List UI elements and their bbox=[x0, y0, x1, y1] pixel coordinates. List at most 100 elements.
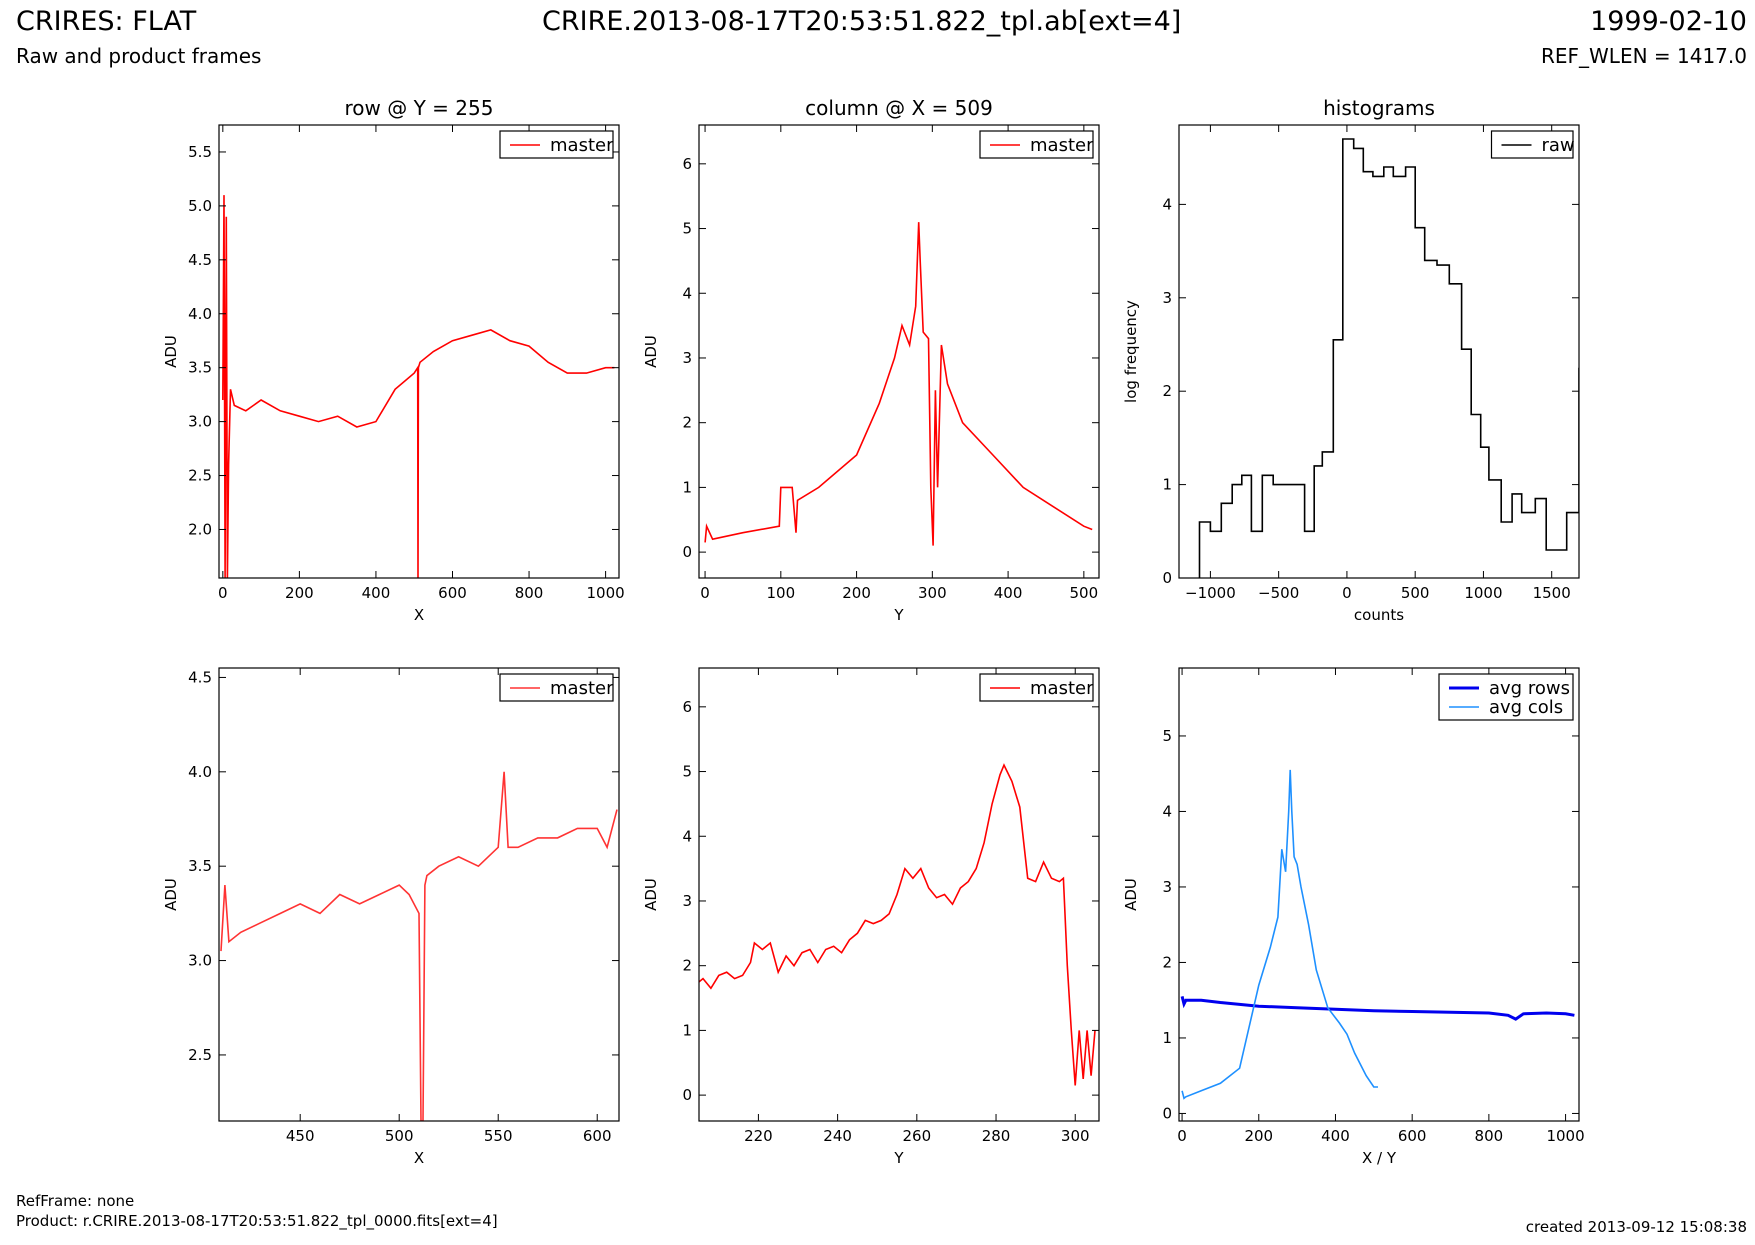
x-tick-label: 500 bbox=[385, 1127, 414, 1145]
y-tick-label: 3 bbox=[1162, 878, 1172, 896]
x-tick-label: 280 bbox=[982, 1127, 1011, 1145]
x-tick-label: 240 bbox=[823, 1127, 852, 1145]
y-tick-label: 3.0 bbox=[188, 952, 212, 970]
product-label: Product: r.CRIRE.2013-08-17T20:53:51.822… bbox=[16, 1212, 498, 1230]
series-line-avg-cols bbox=[1181, 769, 1378, 1100]
y-tick-label: 2 bbox=[1162, 953, 1172, 971]
legend-label: master bbox=[550, 135, 614, 156]
x-tick-label: 1500 bbox=[1533, 584, 1571, 602]
x-axis-label: X bbox=[414, 606, 424, 624]
x-tick-label: 600 bbox=[583, 1127, 612, 1145]
y-tick-label: 2 bbox=[682, 957, 692, 975]
y-tick-label: 4.5 bbox=[188, 251, 212, 269]
series-line-raw bbox=[1198, 138, 1579, 578]
chart-title: column @ X = 509 bbox=[805, 96, 993, 120]
y-tick-label: 2.5 bbox=[188, 467, 212, 485]
plot-frame bbox=[698, 124, 1100, 579]
y-tick-label: 4.0 bbox=[188, 305, 212, 323]
y-axis-label: ADU bbox=[642, 878, 660, 911]
x-tick-label: 220 bbox=[744, 1127, 773, 1145]
legend: master bbox=[499, 673, 614, 702]
legend-label: avg rows bbox=[1489, 678, 1570, 699]
y-axis-label: ADU bbox=[642, 335, 660, 368]
x-tick-label: 400 bbox=[994, 584, 1023, 602]
x-tick-label: 200 bbox=[285, 584, 314, 602]
chart-panel-3: −1000 −500 0 500 1000 1500 0 1 2 3 4 histograms coun… bbox=[1122, 96, 1580, 624]
plot-frame bbox=[698, 667, 1100, 1122]
y-tick-label: 2.5 bbox=[188, 1046, 212, 1064]
y-tick-label: 4 bbox=[1162, 195, 1172, 213]
legend: raw bbox=[1490, 130, 1575, 159]
x-tick-label: 800 bbox=[1475, 1127, 1504, 1145]
y-tick-label: 2 bbox=[682, 414, 692, 432]
y-tick-label: 2.0 bbox=[188, 520, 212, 538]
y-tick-label: 4.5 bbox=[188, 668, 212, 686]
series-line-master bbox=[704, 222, 1093, 546]
plot-frame bbox=[1178, 667, 1580, 1122]
x-axis-label: Y bbox=[893, 1149, 904, 1167]
plot-frame bbox=[218, 667, 620, 1122]
x-tick-label: 1000 bbox=[1464, 584, 1502, 602]
y-tick-label: 0 bbox=[682, 1086, 692, 1104]
y-tick-label: 4.0 bbox=[188, 763, 212, 781]
chart-panel-4: 450 500 550 600 2.5 3.0 3.5 4.0 4.5 X ADU master bbox=[162, 667, 620, 1167]
date-title: 1999-02-10 bbox=[1590, 6, 1747, 37]
chart-title: row @ Y = 255 bbox=[345, 96, 494, 120]
legend-label: master bbox=[550, 678, 614, 699]
y-tick-label: 1 bbox=[1162, 1029, 1172, 1047]
y-tick-label: 5 bbox=[682, 220, 692, 238]
series-line-master bbox=[699, 763, 1096, 1086]
x-tick-label: 0 bbox=[700, 584, 710, 602]
plot-frame bbox=[1178, 124, 1580, 579]
x-tick-label: 400 bbox=[1321, 1127, 1350, 1145]
legend-label: master bbox=[1030, 135, 1094, 156]
x-tick-label: 0 bbox=[1177, 1127, 1187, 1145]
legend-label: raw bbox=[1542, 135, 1575, 156]
file-title: CRIRE.2013-08-17T20:53:51.822_tpl.ab[ext… bbox=[542, 6, 1182, 37]
y-axis-label: log frequency bbox=[1122, 300, 1140, 403]
y-tick-label: 5 bbox=[1162, 727, 1172, 745]
legend: master bbox=[979, 673, 1094, 702]
y-tick-label: 3 bbox=[682, 349, 692, 367]
page-title: CRIRES: FLAT bbox=[16, 6, 197, 37]
x-tick-label: −500 bbox=[1258, 584, 1299, 602]
x-tick-label: 200 bbox=[1244, 1127, 1273, 1145]
legend: master bbox=[499, 130, 614, 159]
y-tick-label: 3.0 bbox=[188, 413, 212, 431]
x-tick-label: 1000 bbox=[587, 584, 625, 602]
legend-box bbox=[1438, 673, 1574, 721]
created-timestamp: created 2013-09-12 15:08:38 bbox=[1525, 1218, 1747, 1236]
y-tick-label: 4 bbox=[682, 827, 692, 845]
refframe-label: RefFrame: none bbox=[16, 1192, 135, 1210]
x-tick-label: 300 bbox=[1061, 1127, 1090, 1145]
x-tick-label: 200 bbox=[842, 584, 871, 602]
y-axis-label: ADU bbox=[1122, 878, 1140, 911]
x-tick-label: 0 bbox=[1342, 584, 1352, 602]
chart-panel-5: 220 240 260 280 300 0 1 2 3 4 5 6 Y ADU master bbox=[642, 667, 1100, 1167]
x-axis-label: Y bbox=[893, 606, 904, 624]
y-axis-label: ADU bbox=[162, 335, 180, 368]
x-tick-label: 800 bbox=[515, 584, 544, 602]
y-tick-label: 4 bbox=[682, 284, 692, 302]
y-tick-label: 3.5 bbox=[188, 857, 212, 875]
x-tick-label: 600 bbox=[1398, 1127, 1427, 1145]
y-axis-label: ADU bbox=[162, 878, 180, 911]
y-tick-label: 0 bbox=[1162, 569, 1172, 587]
legend: master bbox=[979, 130, 1094, 159]
series-line-master bbox=[220, 771, 618, 1121]
page-subtitle: Raw and product frames bbox=[16, 44, 262, 68]
y-tick-label: 0 bbox=[1162, 1104, 1172, 1122]
y-tick-label: 2 bbox=[1162, 382, 1172, 400]
chart-panel-6: 0 200 400 600 800 1000 0 1 2 3 4 5 X / Y ADU avg rowsa… bbox=[1122, 667, 1585, 1167]
series-line-master bbox=[222, 195, 615, 578]
y-tick-label: 4 bbox=[1162, 802, 1172, 820]
x-tick-label: 500 bbox=[1401, 584, 1430, 602]
x-tick-label: 100 bbox=[766, 584, 795, 602]
x-axis-label: X bbox=[414, 1149, 424, 1167]
y-tick-label: 3 bbox=[1162, 289, 1172, 307]
y-tick-label: 1 bbox=[682, 1021, 692, 1039]
y-tick-label: 1 bbox=[1162, 476, 1172, 494]
chart-panel-2: 0 100 200 300 400 500 0 1 2 3 4 5 6 column @ X = 509 Y… bbox=[642, 96, 1100, 624]
